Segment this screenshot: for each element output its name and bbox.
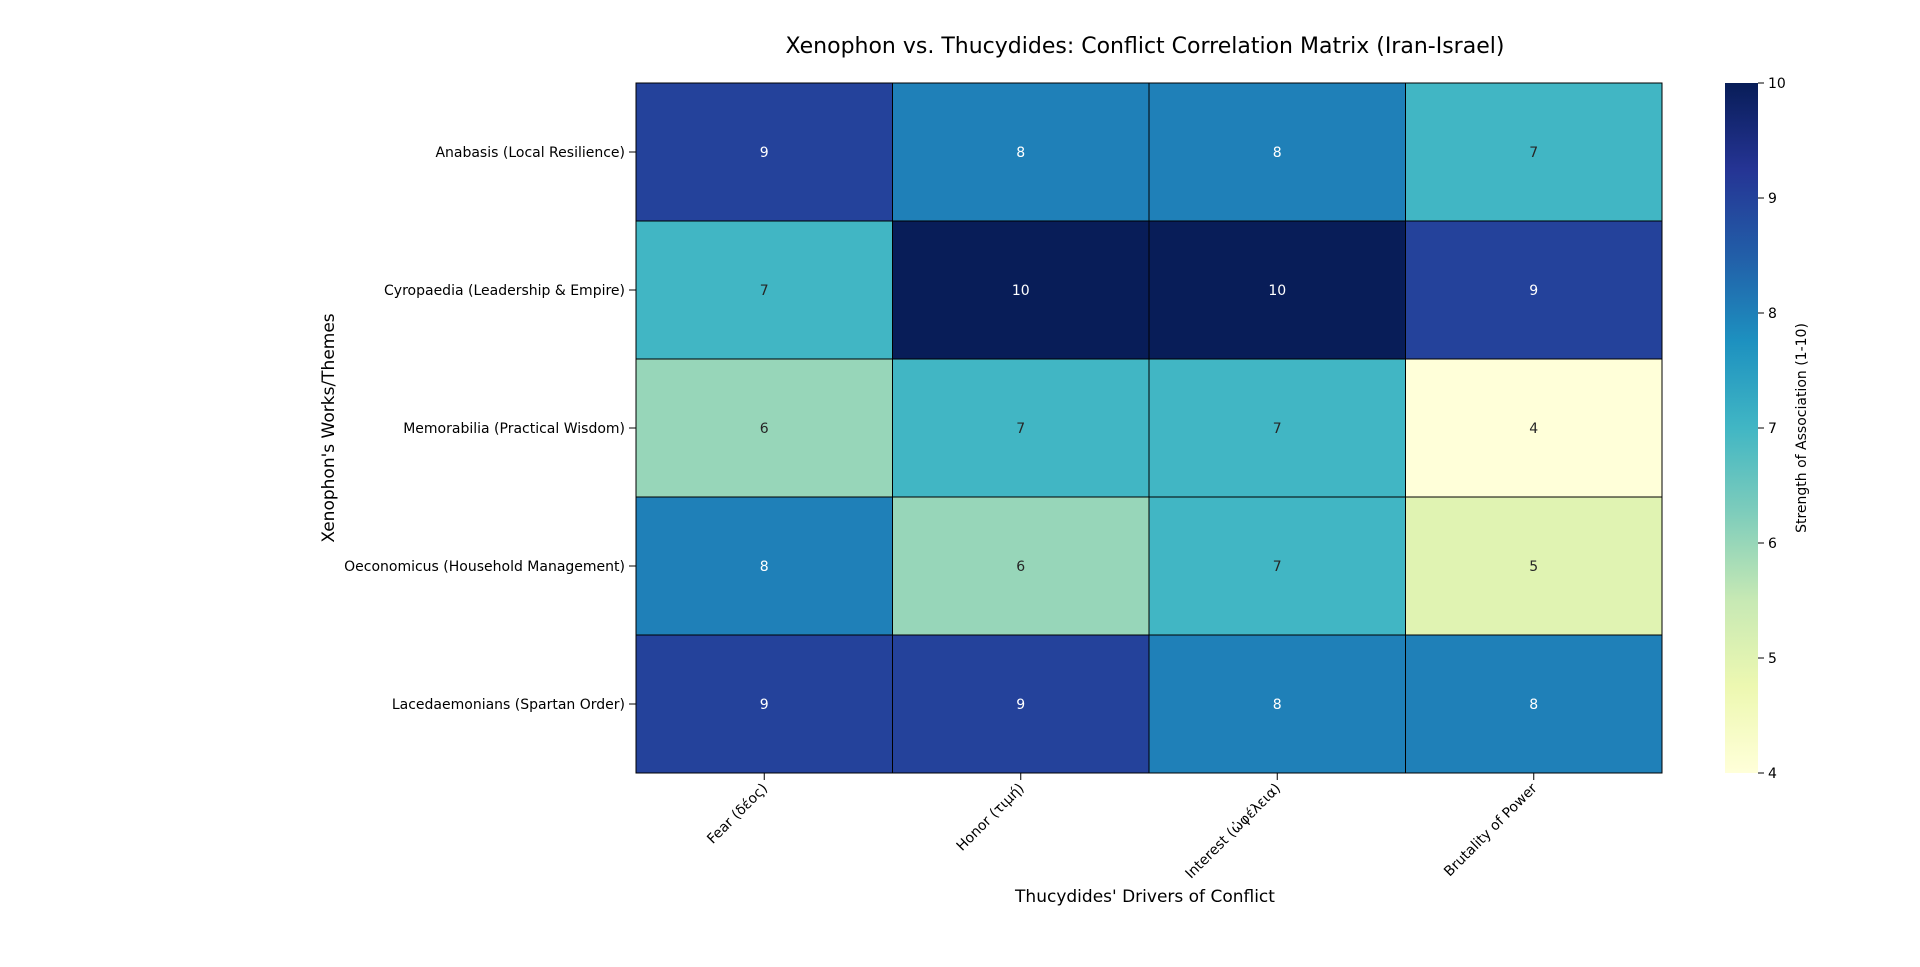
colorbar-tick-label: 9 <box>1768 191 1777 207</box>
heatmap-cell <box>1405 220 1663 360</box>
heatmap-cell <box>635 220 893 360</box>
cell-value-label: 7 <box>1273 559 1282 575</box>
heatmap-value-labels: 9 8 8 7 7 10 10 9 6 7 7 4 8 6 7 5 9 9 8 8 <box>760 145 1539 713</box>
heatmap-cell <box>1148 220 1406 360</box>
cell-value-label: 8 <box>1273 145 1282 161</box>
colorbar <box>1725 83 1758 773</box>
y-tick-label: Cyropaedia (Leadership & Empire) <box>384 283 625 299</box>
heatmap-cell <box>892 358 1150 498</box>
colorbar-label: Strength of Association (1-10) <box>1794 323 1810 533</box>
y-tick-label: Anabasis (Local Resilience) <box>435 145 625 161</box>
heatmap-cell <box>1405 358 1663 498</box>
x-tick-label: Interest (ὠφέλεια) <box>1182 781 1284 883</box>
cell-value-label: 8 <box>1273 697 1282 713</box>
heatmap-cell <box>1405 634 1663 774</box>
colorbar-tick-label: 6 <box>1768 536 1777 552</box>
cell-value-label: 10 <box>1012 283 1030 299</box>
x-axis-ticks: Fear (δέος) Honor (τιμή) Interest (ὠφέλεια… <box>704 773 1541 882</box>
heatmap-cells <box>635 82 1663 774</box>
cell-value-label: 8 <box>1016 145 1025 161</box>
heatmap-cell <box>1405 496 1663 636</box>
heatmap-cell <box>1405 82 1663 222</box>
x-tick-label: Honor (τιμή) <box>954 781 1028 855</box>
heatmap-cell <box>892 220 1150 360</box>
x-tick-label: Fear (δέος) <box>704 781 771 848</box>
cell-value-label: 7 <box>760 283 769 299</box>
colorbar-tick-label: 5 <box>1768 651 1777 667</box>
cell-value-label: 7 <box>1016 421 1025 437</box>
cell-value-label: 6 <box>760 421 769 437</box>
cell-value-label: 7 <box>1529 145 1538 161</box>
colorbar-tick-label: 4 <box>1768 766 1777 782</box>
y-tick-label: Memorabilia (Practical Wisdom) <box>403 421 625 437</box>
chart-title: Xenophon vs. Thucydides: Conflict Correl… <box>786 34 1505 59</box>
cell-value-label: 9 <box>1016 697 1025 713</box>
heatmap-cell <box>1148 82 1406 222</box>
heatmap-cell <box>1148 634 1406 774</box>
x-tick-label: Brutality of Power <box>1441 780 1541 880</box>
heatmap-cell <box>635 82 893 222</box>
y-axis-ticks: Anabasis (Local Resilience) Cyropaedia (L… <box>344 145 636 713</box>
y-axis-label: Xenophon's Works/Themes <box>319 313 339 542</box>
heatmap-cell <box>892 82 1150 222</box>
cell-value-label: 9 <box>760 697 769 713</box>
cell-value-label: 7 <box>1273 421 1282 437</box>
heatmap-cell <box>892 496 1150 636</box>
heatmap-cell <box>1148 496 1406 636</box>
cell-value-label: 9 <box>1529 283 1538 299</box>
cell-value-label: 5 <box>1529 559 1538 575</box>
y-tick-label: Oeconomicus (Household Management) <box>344 559 625 575</box>
y-tick-label: Lacedaemonians (Spartan Order) <box>392 697 625 713</box>
colorbar-tick-label: 10 <box>1768 76 1786 92</box>
cell-value-label: 9 <box>760 145 769 161</box>
colorbar-tick-label: 7 <box>1768 421 1777 437</box>
cell-value-label: 8 <box>760 559 769 575</box>
heatmap-cell <box>635 634 893 774</box>
colorbar-tick-label: 8 <box>1768 306 1777 322</box>
x-axis-label: Thucydides' Drivers of Conflict <box>1014 887 1275 907</box>
cell-value-label: 10 <box>1268 283 1286 299</box>
heatmap-cell <box>635 496 893 636</box>
cell-value-label: 6 <box>1016 559 1025 575</box>
colorbar-ticks: 4 5 6 7 8 9 10 <box>1758 76 1786 782</box>
cell-value-label: 4 <box>1529 421 1538 437</box>
heatmap-cell <box>892 634 1150 774</box>
cell-value-label: 8 <box>1529 697 1538 713</box>
